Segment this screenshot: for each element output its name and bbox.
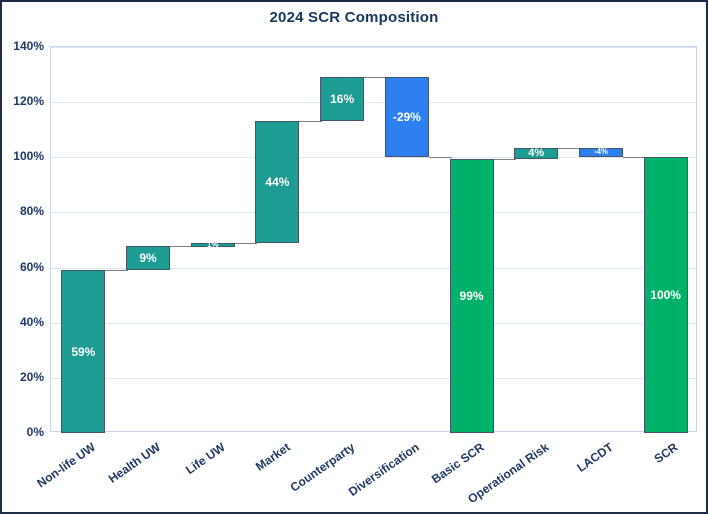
- y-tick-label: 0%: [26, 425, 44, 439]
- bar-counterparty: 16%: [320, 77, 365, 122]
- bar-market: 44%: [255, 121, 300, 243]
- connector-line: [299, 121, 323, 123]
- x-axis-label: SCR: [651, 440, 681, 467]
- bar-diversification: -29%: [384, 77, 429, 158]
- bar-value-label: 100%: [650, 288, 681, 303]
- grid-line: [51, 322, 696, 324]
- connector-line: [622, 157, 646, 159]
- connector-line: [105, 270, 129, 272]
- bar-value-label: -29%: [392, 110, 421, 125]
- grid-line: [51, 212, 696, 214]
- y-tick-label: 140%: [13, 39, 44, 53]
- x-axis-label: Life UW: [183, 440, 228, 478]
- bar-life-uw: 1%: [190, 239, 235, 249]
- bar-value-label: -4%: [593, 147, 609, 157]
- connector-line: [493, 158, 517, 160]
- connector-line: [364, 77, 387, 79]
- bar-value-label: 99%: [459, 288, 484, 303]
- bar-value-label: 4%: [528, 146, 545, 159]
- y-tick-label: 20%: [19, 369, 44, 384]
- grid-line: [51, 267, 696, 269]
- x-axis-label: Market: [252, 440, 293, 474]
- bar-operational-risk: 4%: [514, 146, 559, 159]
- bar-health-uw: 9%: [126, 245, 171, 271]
- chart-title: 2024 SCR Composition: [269, 9, 439, 26]
- bar-non-life-uw: 59%: [61, 270, 106, 433]
- x-axis-label: Health UW: [105, 440, 164, 486]
- x-axis-label: Diversification: [346, 440, 422, 499]
- grid-line: [51, 157, 696, 159]
- bar-lacdt: -4%: [578, 147, 623, 158]
- bar-value-label: 44%: [265, 175, 290, 190]
- connector-line: [558, 147, 581, 149]
- bar-value-label: 1%: [206, 239, 219, 249]
- x-axis-label: Basic SCR: [428, 440, 487, 487]
- grid-line: [51, 102, 696, 104]
- y-tick-label: 40%: [19, 314, 44, 329]
- bar-basic-scr: 99%: [449, 158, 494, 433]
- bar-value-label: 9%: [139, 250, 157, 265]
- grid-line: [51, 47, 696, 48]
- y-tick-label: 80%: [19, 204, 44, 219]
- x-axis-label: Non-life UW: [34, 440, 99, 491]
- connector-line: [428, 157, 452, 159]
- bar-scr: 100%: [643, 157, 688, 433]
- connector-line: [234, 242, 258, 244]
- connector-line: [170, 245, 193, 247]
- y-tick-label: 120%: [13, 94, 44, 109]
- bar-value-label: 16%: [330, 92, 355, 107]
- grid-line: [51, 377, 696, 379]
- y-tick-label: 60%: [19, 259, 44, 274]
- y-tick-label: 100%: [13, 149, 44, 164]
- x-axis-label: LACDT: [574, 440, 616, 475]
- bar-value-label: 59%: [71, 344, 96, 359]
- plot-area: 59% 9% 1% 44% 16% -29% 99% 4% -4% 100%: [50, 46, 697, 433]
